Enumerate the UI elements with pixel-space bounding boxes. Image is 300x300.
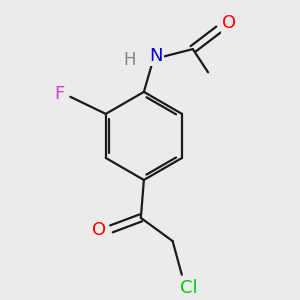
Text: O: O xyxy=(92,221,106,239)
Text: N: N xyxy=(149,47,163,65)
Text: F: F xyxy=(54,85,64,103)
Text: O: O xyxy=(222,14,237,32)
Text: H: H xyxy=(124,51,136,69)
Text: Cl: Cl xyxy=(180,279,198,297)
